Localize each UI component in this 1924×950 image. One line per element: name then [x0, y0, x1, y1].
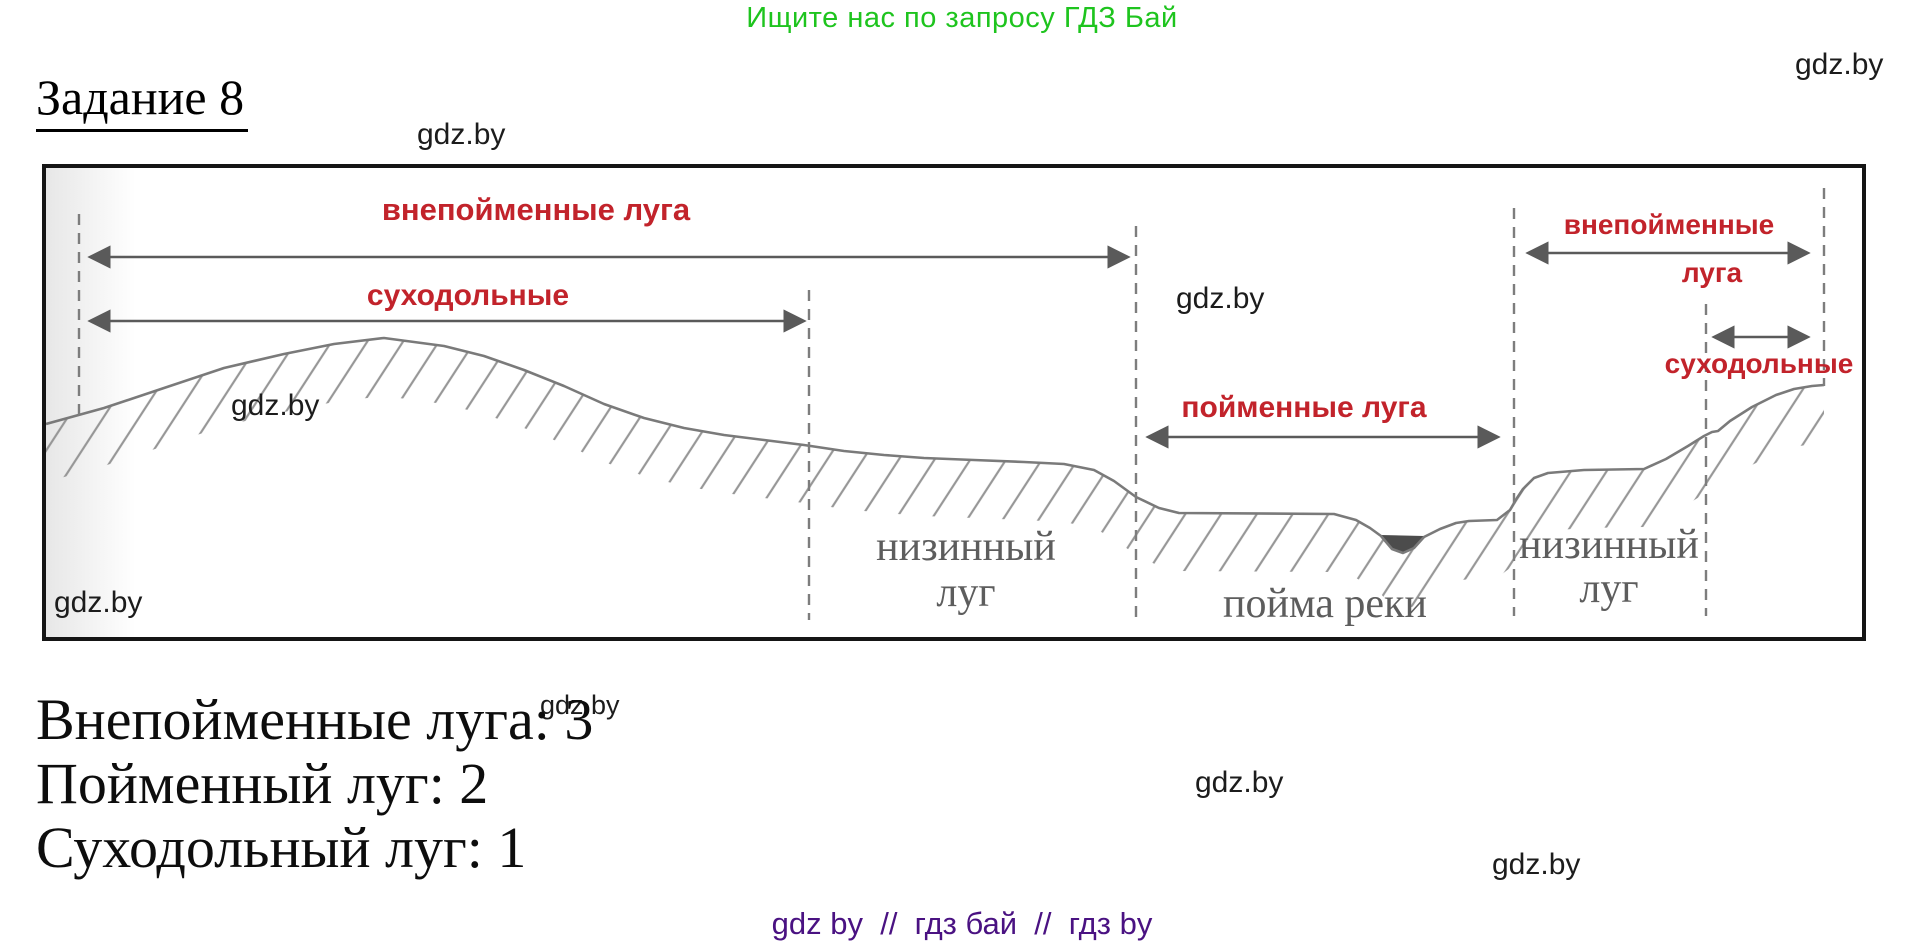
- promo-banner: Ищите нас по запросу ГДЗ Бай: [746, 2, 1178, 34]
- terrain-diagram-frame: внепойменные луга суходольные пойменные …: [42, 164, 1866, 641]
- label-floodless-meadows-left: внепойменные луга: [381, 192, 691, 227]
- label-lowland-meadow-left-line2: луг: [936, 570, 996, 616]
- ground-hatching: [46, 338, 1824, 611]
- label-lowland-meadow-right-line1: низинный: [1519, 522, 1699, 568]
- label-lowland-meadow-left-line1: низинный: [876, 524, 1056, 570]
- watermark-after-answer-1: gdz.by: [540, 690, 620, 720]
- label-river-floodplain: пойма реки: [1223, 581, 1427, 627]
- answer-floodplain-meadow: Пойменный луг: 2: [36, 751, 489, 816]
- watermark-in-diagram-bottom: gdz.by: [54, 586, 143, 619]
- label-dry-meadows-left: суходольные: [366, 279, 570, 312]
- footer-search-queries: gdz by // гдз бай // гдз by: [771, 906, 1153, 941]
- terrain-cross-section: [46, 188, 1826, 620]
- label-floodplain-meadows: пойменные луга: [1181, 391, 1427, 424]
- page-title-text: Задание 8: [36, 68, 249, 132]
- watermark-mid-bottom: gdz.by: [1195, 766, 1284, 799]
- label-floodless-meadows-right-line2: луга: [1681, 257, 1743, 288]
- label-dry-meadows-right: суходольные: [1664, 348, 1854, 379]
- watermark-in-diagram-middle: gdz.by: [1176, 282, 1265, 315]
- answer-floodless-meadows: Внепойменные луга: 3: [36, 687, 594, 752]
- watermark-bottom-right: gdz.by: [1492, 848, 1581, 881]
- label-lowland-meadow-right-line2: луг: [1579, 566, 1639, 612]
- watermark-top-right: gdz.by: [1795, 48, 1884, 81]
- terrain-diagram: внепойменные луга суходольные пойменные …: [46, 168, 1862, 637]
- label-floodless-meadows-right-line1: внепойменные: [1563, 209, 1775, 240]
- page-title: Задание 8: [36, 68, 249, 132]
- answer-dry-meadow: Суходольный луг: 1: [36, 815, 527, 880]
- terrain-surface-line: [46, 336, 1825, 555]
- watermark-in-diagram-left: gdz.by: [231, 389, 320, 422]
- watermark-under-title: gdz.by: [417, 118, 506, 151]
